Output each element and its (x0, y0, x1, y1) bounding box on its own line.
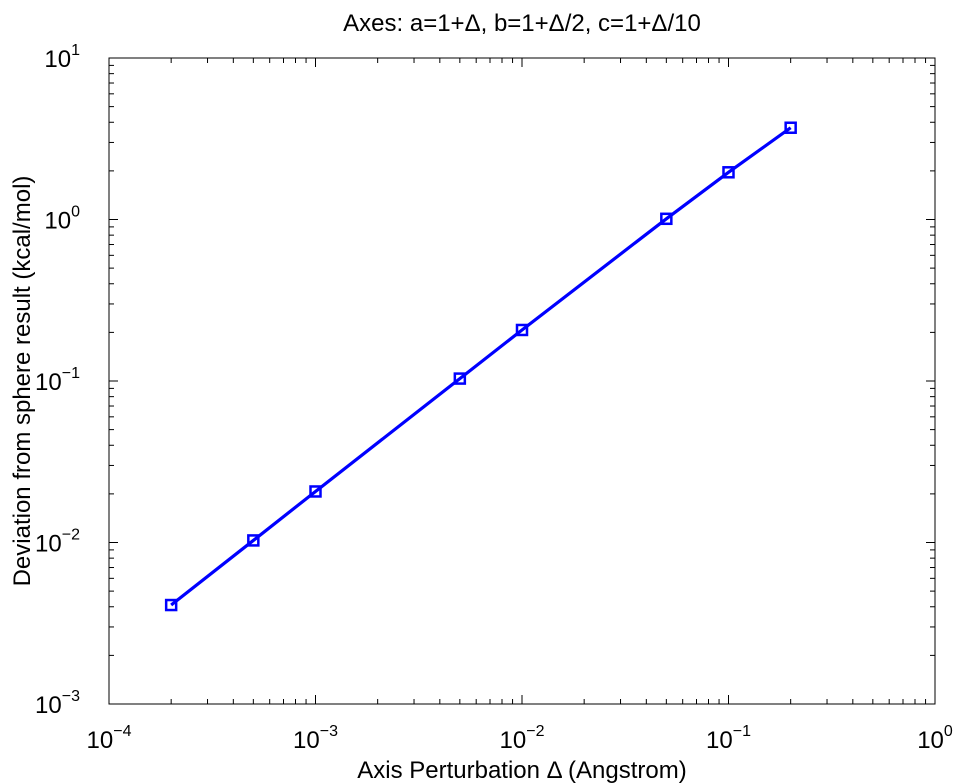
data-point-marker (247, 534, 260, 547)
data-point-marker (309, 485, 322, 498)
data-series (164, 121, 797, 612)
data-point-marker (164, 598, 178, 612)
tick-marks (108, 57, 936, 705)
data-point-marker (515, 323, 529, 337)
y-tick-label: 100 (44, 204, 80, 235)
axes-frame (108, 57, 936, 705)
data-point-marker (722, 166, 735, 179)
y-tick-label: 101 (44, 42, 80, 73)
x-axis-label: Axis Perturbation Δ (Angstrom) (357, 757, 686, 784)
x-tick-label: 10−4 (87, 723, 132, 754)
chart-title: Axes: a=1+Δ, b=1+Δ/2, c=1+Δ/10 (343, 10, 701, 37)
y-tick-label: 10−1 (35, 365, 80, 396)
series-line (170, 126, 792, 607)
x-tick-label: 10−3 (293, 723, 338, 754)
data-point-marker (660, 212, 673, 226)
y-axis-label: Deviation from sphere result (kcal/mol) (9, 176, 36, 587)
x-tick-label: 100 (917, 723, 953, 754)
x-tick-label: 10−1 (706, 723, 751, 754)
y-tick-label: 10−2 (35, 527, 80, 558)
x-tick-label: 10−2 (500, 723, 545, 754)
data-point-marker (784, 121, 797, 134)
data-point-marker (453, 372, 467, 385)
y-tick-label: 10−3 (35, 688, 80, 719)
axes-background (109, 58, 935, 704)
plot-area (109, 58, 935, 704)
